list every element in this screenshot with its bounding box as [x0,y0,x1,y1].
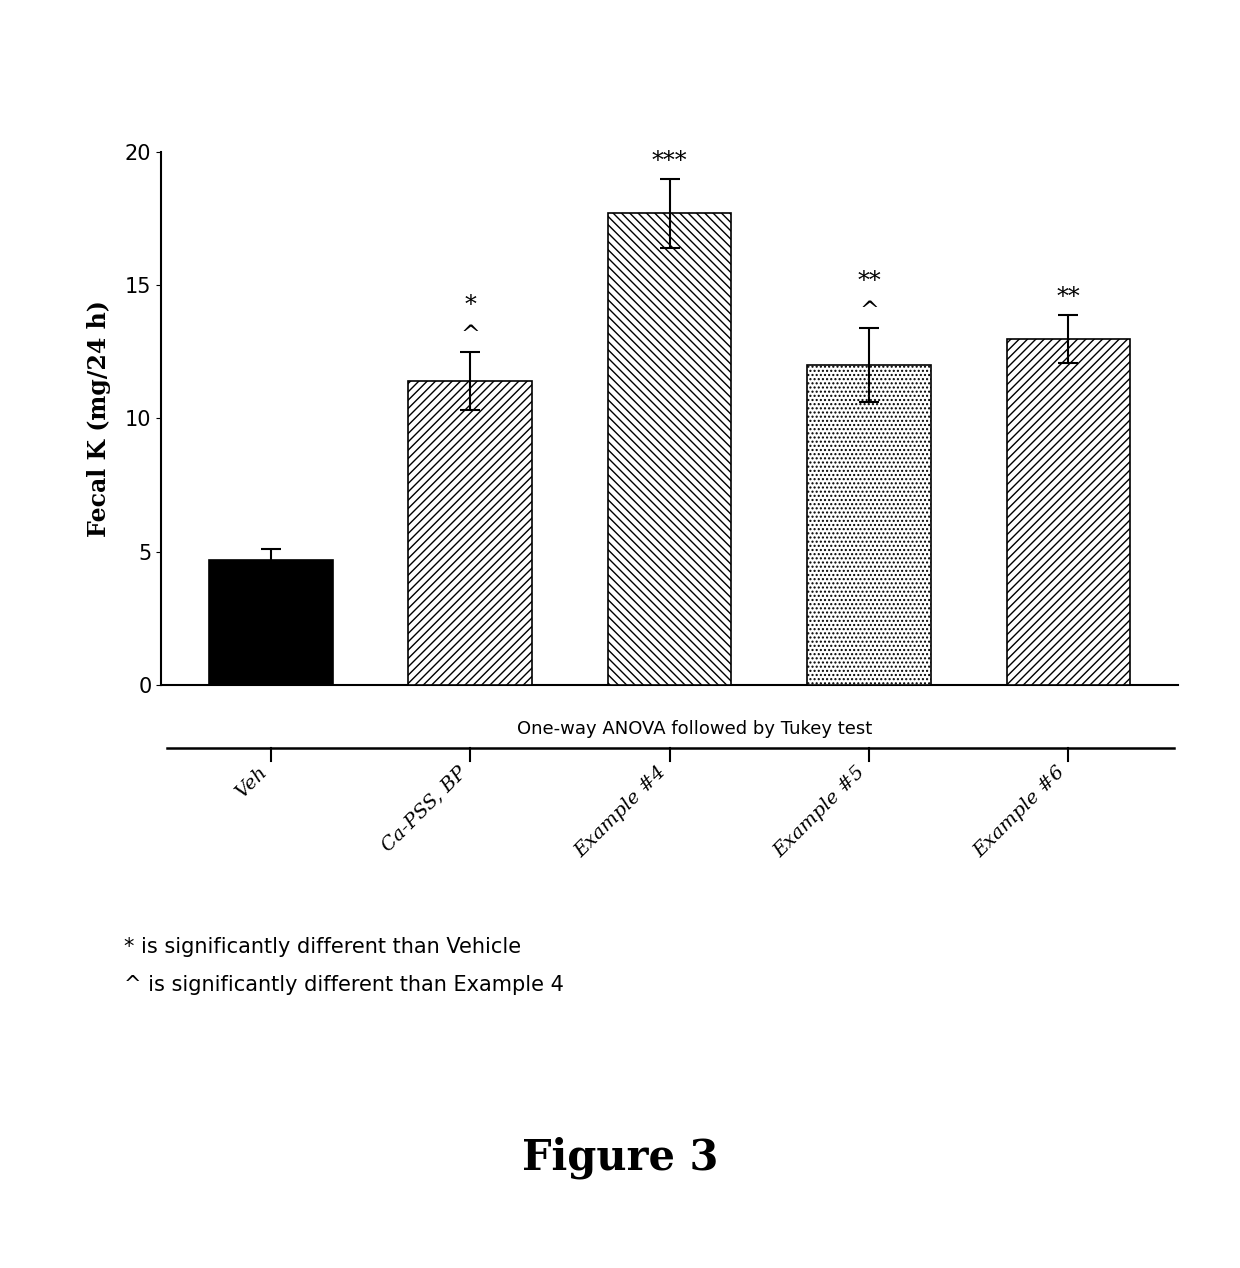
Text: **: ** [1056,287,1080,309]
Y-axis label: Fecal K (mg/24 h): Fecal K (mg/24 h) [87,301,112,536]
Text: Example #6: Example #6 [971,763,1069,861]
Text: * is significantly different than Vehicle: * is significantly different than Vehicl… [124,937,521,957]
Text: **: ** [857,270,880,293]
Bar [1007,339,1130,685]
Text: ^: ^ [460,323,480,346]
Bar [408,382,532,685]
Bar [608,213,732,685]
Text: Veh: Veh [232,763,270,801]
Text: Example #5: Example #5 [771,763,869,861]
Text: ^: ^ [859,299,879,322]
Text: Example #4: Example #4 [572,763,670,861]
Text: One-way ANOVA followed by Tukey test: One-way ANOVA followed by Tukey test [517,720,872,738]
Text: ^ is significantly different than Example 4: ^ is significantly different than Exampl… [124,975,564,995]
Bar [210,559,332,685]
Text: Ca-PSS, BP: Ca-PSS, BP [378,763,470,855]
Bar [807,365,931,685]
Text: ***: *** [652,151,687,174]
Text: *: * [464,294,476,317]
Text: Figure 3: Figure 3 [522,1136,718,1179]
